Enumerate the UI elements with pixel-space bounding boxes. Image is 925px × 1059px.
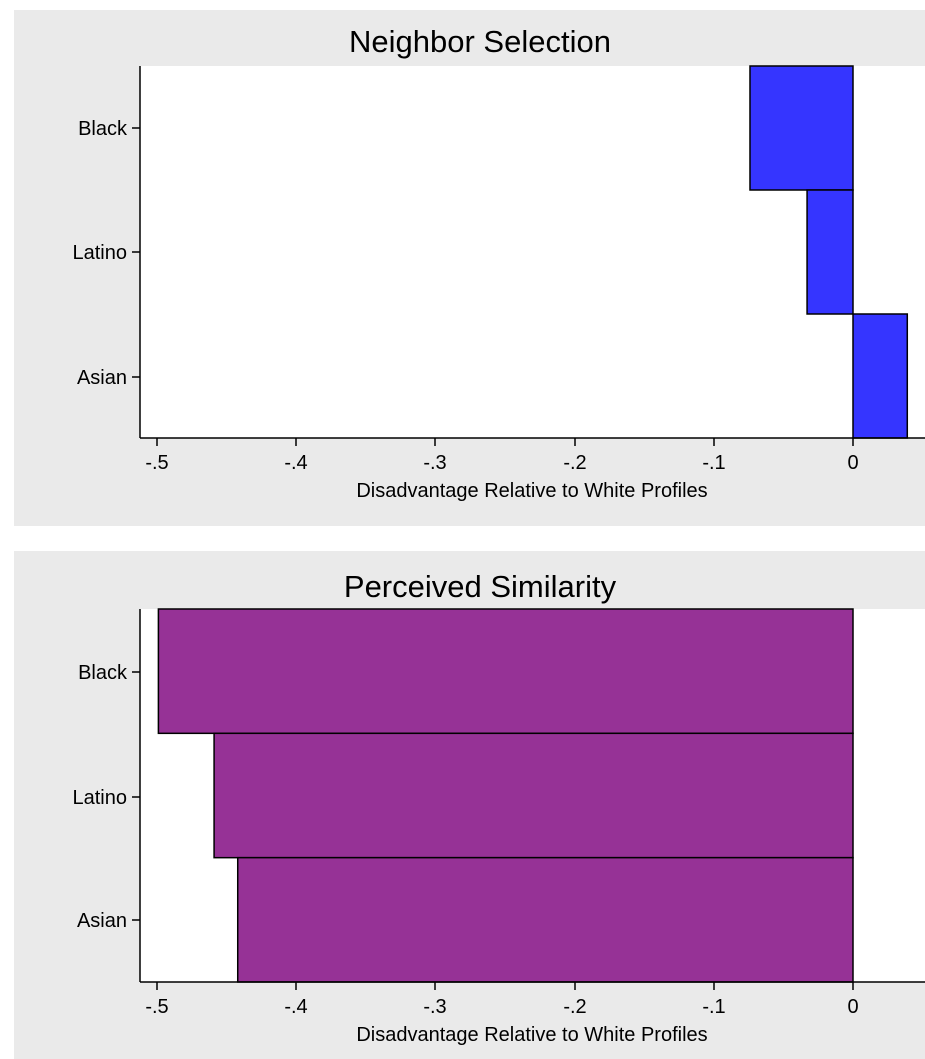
x-tick-label: -.5 <box>145 996 168 1018</box>
x-tick-label: -.1 <box>702 996 725 1018</box>
x-tick-label: -.5 <box>145 452 168 474</box>
x-tick-label: -.1 <box>702 452 725 474</box>
panel-1-bars <box>749 65 909 439</box>
bar-black <box>157 608 854 735</box>
perceived-similarity-panel: Perceived Similarity Black Latino Asian … <box>14 551 925 1059</box>
x-tick-label: 0 <box>847 452 858 474</box>
neighbor-selection-panel: Neighbor Selection Black Latino Asian -.… <box>14 10 925 526</box>
y-category-label-black: Black <box>78 662 128 684</box>
y-category-label-latino: Latino <box>73 242 128 264</box>
y-category-label-black: Black <box>78 118 128 140</box>
bar-asian <box>852 313 909 439</box>
panel-1-y-ticks: Black Latino Asian <box>73 118 140 389</box>
bar-asian <box>236 856 854 983</box>
x-tick-label: -.2 <box>563 996 586 1018</box>
panel-2-bars <box>157 608 854 983</box>
panel-2-x-ticks: -.5 -.4 -.3 -.2 -.1 0 <box>145 982 859 1018</box>
x-tick-label: -.4 <box>284 996 307 1018</box>
x-tick-label: 0 <box>847 996 858 1018</box>
y-category-label-asian: Asian <box>77 367 127 389</box>
panel-1-x-ticks: -.5 -.4 -.3 -.2 -.1 0 <box>145 438 859 474</box>
bar-latino <box>806 189 854 315</box>
panel-1-title: Neighbor Selection <box>349 24 611 59</box>
x-tick-label: -.2 <box>563 452 586 474</box>
panel-2-title: Perceived Similarity <box>344 569 617 604</box>
panel-2-x-axis-label: Disadvantage Relative to White Profiles <box>356 1024 707 1046</box>
panel-2-y-ticks: Black Latino Asian <box>73 662 140 932</box>
bar-black <box>749 65 854 191</box>
x-tick-label: -.3 <box>423 452 446 474</box>
x-tick-label: -.4 <box>284 452 307 474</box>
y-category-label-latino: Latino <box>73 787 128 809</box>
x-tick-label: -.3 <box>423 996 446 1018</box>
bar-latino <box>213 732 854 859</box>
panel-1-x-axis-label: Disadvantage Relative to White Profiles <box>356 480 707 502</box>
y-category-label-asian: Asian <box>77 910 127 932</box>
